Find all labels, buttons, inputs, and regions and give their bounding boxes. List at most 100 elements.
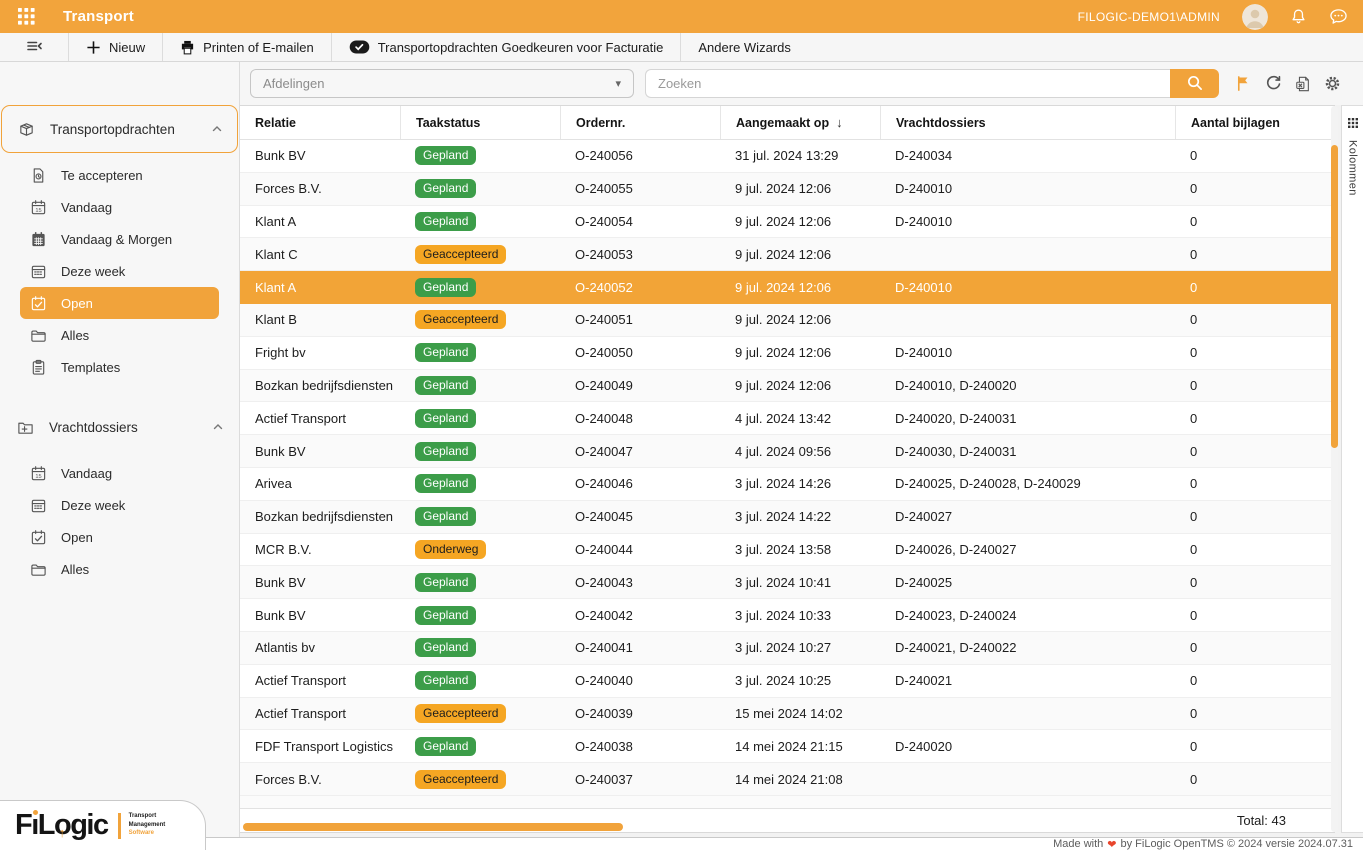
cell-taakstatus: Onderweg [400, 539, 560, 559]
cell-aantal-bijlagen: 0 [1190, 377, 1198, 393]
cell-taakstatus: Geaccepteerd [400, 769, 560, 789]
column-header-taakstatus[interactable]: Taakstatus [400, 106, 560, 139]
cell-relatie: Klant C [255, 246, 298, 262]
table-row-o-240042[interactable]: Bunk BV Gepland O-240042 3 jul. 2024 10:33 D… [240, 599, 1334, 632]
column-header-vrachtdossiers[interactable]: Vrachtdossiers [880, 106, 1175, 139]
cell-relatie: Actief Transport [255, 673, 347, 689]
toolbar-button-andere-wizards[interactable]: Andere Wizards [681, 33, 807, 61]
refresh-icon[interactable] [1265, 75, 1282, 92]
avatar[interactable] [1242, 3, 1268, 30]
table-row-o-240055[interactable]: Forces B.V. Gepland O-240055 9 jul. 2024 12… [240, 172, 1334, 206]
toolbar-button-nieuw[interactable]: Nieuw [69, 33, 162, 61]
cell-aangemaakt-op: 3 jul. 2024 14:22 [735, 509, 832, 525]
table-row-o-240048[interactable]: Actief Transport Gepland O-240048 4 jul. 20… [240, 402, 1334, 436]
apps-grid-icon[interactable] [15, 6, 37, 28]
chat-icon[interactable] [1329, 8, 1348, 25]
table-row-o-240056[interactable]: Bunk BV Gepland O-240056 31 jul. 2024 13:29… [240, 140, 1334, 173]
sidebar-item-te-accepteren[interactable]: Te accepteren [20, 159, 219, 191]
horizontal-scrollbar[interactable] [243, 823, 623, 831]
excel-export-icon[interactable] [1295, 76, 1311, 92]
table-row-o-240052[interactable]: Klant A Gepland O-240052 9 jul. 2024 12:06 D… [240, 271, 1334, 304]
table-row-o-240045[interactable]: Bozkan bedrijfsdiensten Gepland O-240045 3 … [240, 500, 1334, 534]
cell-vrachtdossiers: D-240010 [895, 279, 953, 295]
column-header-relatie[interactable]: Relatie [240, 106, 400, 139]
flag-icon[interactable] [1235, 75, 1252, 92]
table-row-o-240054[interactable]: Klant A Gepland O-240054 9 jul. 2024 12:06 D… [240, 205, 1334, 239]
chevron-up-icon [212, 421, 224, 433]
cell-taakstatus: Gepland [400, 507, 560, 527]
afdelingen-dropdown[interactable]: Afdelingen ▾ [250, 69, 634, 98]
column-header-aantal-bijlagen[interactable]: Aantal bijlagen [1175, 106, 1334, 139]
sidebar-item-open[interactable]: Open [20, 521, 219, 553]
search-input[interactable] [645, 69, 1170, 98]
status-badge: Gepland [415, 375, 477, 395]
sidebar-item-templates[interactable]: Templates [20, 351, 219, 383]
search-button[interactable] [1170, 69, 1219, 98]
cell-taakstatus: Geaccepteerd [400, 703, 560, 723]
footer-version: by FiLogic OpenTMS © 2024 versie 2024.07… [1120, 838, 1353, 850]
table-row-o-240049[interactable]: Bozkan bedrijfsdiensten Gepland O-240049 9 … [240, 369, 1334, 403]
table-row-o-240041[interactable]: Atlantis bv Gepland O-240041 3 jul. 2024 10… [240, 631, 1334, 665]
table-row-o-240039[interactable]: Actief Transport Geaccepteerd O-240039 15 m… [240, 697, 1334, 731]
toolbar-button-label: Andere Wizards [698, 39, 791, 55]
cell-ordernr: O-240052 [575, 279, 633, 295]
bell-icon[interactable] [1290, 8, 1307, 25]
cell-aangemaakt-op: 9 jul. 2024 12:06 [735, 345, 832, 361]
cell-relatie: Bozkan bedrijfsdiensten [255, 509, 394, 525]
afdelingen-placeholder: Afdelingen [263, 76, 325, 91]
sidebar-item-deze-week[interactable]: Deze week [20, 489, 219, 521]
cell-relatie: Bunk BV [255, 574, 306, 590]
table-row-o-240043[interactable]: Bunk BV Gepland O-240043 3 jul. 2024 10:41 D… [240, 566, 1334, 600]
vertical-scrollbar-track[interactable] [1331, 106, 1338, 832]
sidebar-item-open[interactable]: Open [20, 287, 219, 319]
toolbar-divider [68, 33, 69, 61]
cell-aantal-bijlagen: 0 [1190, 705, 1198, 721]
table-row-o-240038[interactable]: FDF Transport Logistics Gepland O-240038 14… [240, 730, 1334, 764]
cell-ordernr: O-240045 [575, 509, 633, 525]
cell-aangemaakt-op: 9 jul. 2024 12:06 [735, 312, 832, 328]
status-badge: Gepland [415, 507, 477, 527]
sidebar-item-label: Open [61, 529, 93, 545]
cell-taakstatus: Gepland [400, 671, 560, 691]
table-row-o-240044[interactable]: MCR B.V. Onderweg O-240044 3 jul. 2024 13:5… [240, 533, 1334, 567]
cell-ordernr: O-240051 [575, 312, 633, 328]
cell-relatie: Arivea [255, 476, 292, 492]
cell-aangemaakt-op: 9 jul. 2024 12:06 [735, 213, 832, 229]
cell-aantal-bijlagen: 0 [1190, 410, 1198, 426]
toolbar-button-transportopdrachten-goedkeuren-voor-facturatie[interactable]: Transportopdrachten Goedkeuren voor Fact… [332, 33, 681, 61]
table-row-o-240046[interactable]: Arivea Gepland O-240046 3 jul. 2024 14:26 D-… [240, 467, 1334, 501]
sidebar-item-deze-week[interactable]: Deze week [20, 255, 219, 287]
gear-icon[interactable] [1324, 75, 1341, 92]
column-header-ordernr[interactable]: Ordernr. [560, 106, 720, 139]
column-header-aangemaakt-op[interactable]: Aangemaakt op ↓ [720, 106, 880, 139]
sidebar-item-vandaag[interactable]: 15 Vandaag [20, 191, 219, 223]
logo-tagline-line: Software [128, 830, 154, 837]
sidebar-item-alles[interactable]: Alles [20, 553, 219, 585]
sidebar-section-vrachtdossiers[interactable]: Vrachtdossiers [1, 403, 238, 451]
collapse-menu-icon [26, 38, 43, 57]
collapse-sidebar-button[interactable] [0, 33, 68, 61]
vertical-scrollbar-thumb[interactable] [1331, 145, 1338, 448]
table-row-o-240051[interactable]: Klant B Geaccepteerd O-240051 9 jul. 2024 1… [240, 303, 1334, 337]
sidebar-item-vandaag-morgen[interactable]: Vandaag & Morgen [20, 223, 219, 255]
kolommen-panel-tab[interactable]: Kolommen [1341, 105, 1363, 833]
cell-aangemaakt-op: 3 jul. 2024 10:25 [735, 673, 832, 689]
filogic-logo: FıLogic Transport Management Software [0, 800, 206, 850]
table-row-o-240053[interactable]: Klant C Geaccepteerd O-240053 9 jul. 2024 1… [240, 238, 1334, 272]
sidebar-item-alles[interactable]: Alles [20, 319, 219, 351]
cell-vrachtdossiers: D-240025, D-240028, D-240029 [895, 476, 1081, 492]
table-row-o-240047[interactable]: Bunk BV Gepland O-240047 4 jul. 2024 09:56 D… [240, 435, 1334, 468]
sidebar-item-label: Deze week [61, 263, 126, 279]
toolbar-button-printen-of-e-mailen[interactable]: Printen of E-mailen [163, 33, 331, 61]
printer-icon [180, 40, 195, 55]
cell-taakstatus: Geaccepteerd [400, 244, 560, 264]
table-row-o-240037[interactable]: Forces B.V. Geaccepteerd O-240037 14 mei 20… [240, 763, 1334, 796]
sidebar-section-transportopdrachten[interactable]: Transportopdrachten [1, 105, 238, 153]
table-row-o-240040[interactable]: Actief Transport Gepland O-240040 3 jul. 20… [240, 664, 1334, 698]
cell-ordernr: O-240053 [575, 246, 633, 262]
sidebar-item-vandaag[interactable]: 15 Vandaag [20, 457, 219, 489]
table-row-o-240050[interactable]: Fright bv Gepland O-240050 9 jul. 2024 12:0… [240, 336, 1334, 370]
cell-taakstatus: Gepland [400, 638, 560, 658]
cell-vrachtdossiers: D-240010 [895, 345, 953, 361]
calendar-week-icon [29, 263, 47, 280]
